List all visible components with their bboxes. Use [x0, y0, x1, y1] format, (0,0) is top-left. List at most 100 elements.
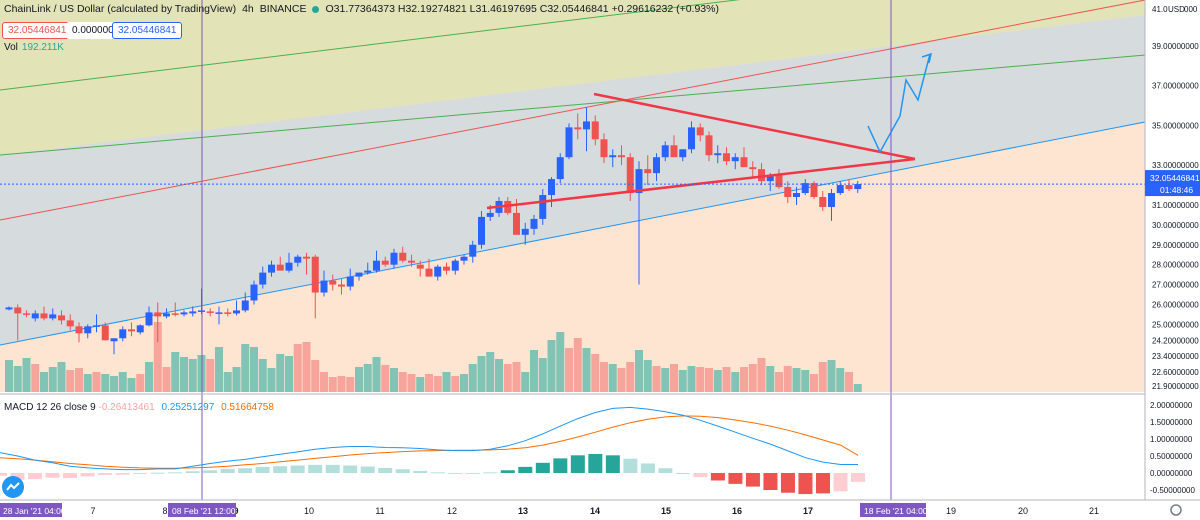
left-time-label: 28 Jan '21 04:00 [3, 506, 66, 516]
price-tick-top-label: 41.0 [1152, 5, 1168, 14]
time-axis-label: 20 [1018, 506, 1028, 516]
volume-bar [363, 364, 372, 392]
macd-hist-bar [28, 473, 43, 480]
candle-body [513, 212, 520, 235]
candle-body [679, 149, 687, 158]
macd-hist-bar [413, 470, 428, 473]
volume-bar [136, 374, 145, 392]
macd-legend: MACD 12 26 close 9 -0.26413461 0.2525129… [4, 402, 274, 413]
volume-bar [171, 352, 180, 392]
candle-body [801, 183, 809, 194]
cursor-time-label: 08 Feb '21 12:00 [172, 506, 236, 516]
candle-body [705, 135, 713, 156]
volume-bar [565, 348, 573, 392]
candle-body [539, 195, 547, 219]
sell-price-pill[interactable]: 32.05446841 [2, 22, 73, 39]
market-status-icon [312, 5, 320, 13]
price-tick-label: 24.20000000 [1152, 336, 1199, 345]
macd-hist-bar [693, 473, 708, 478]
buy-price-pill[interactable]: 32.05446841 [112, 22, 183, 39]
channel-mid-upper-line [0, 0, 741, 91]
candle-body [84, 326, 92, 334]
volume-bar [582, 348, 591, 392]
macd-tick-label: -0.50000000 [1150, 486, 1195, 495]
candle-body [740, 157, 748, 168]
last-price-tag [1145, 170, 1200, 197]
settings-gear-icon[interactable] [1170, 504, 1182, 516]
candle-body [171, 313, 179, 315]
volume-bar [346, 377, 355, 392]
candle-body [425, 268, 433, 277]
macd-hist-bar [780, 473, 795, 493]
macd-hist-bar [623, 458, 638, 473]
volume-legend: Vol 192.211K [4, 42, 64, 53]
candle-body [583, 121, 590, 130]
candle-body [268, 264, 275, 273]
volume-bar [530, 350, 538, 392]
price-tick-label: 25.00000000 [1152, 320, 1199, 329]
volume-bar [818, 362, 827, 392]
channel-bottom-line [0, 121, 1146, 346]
candle-body [320, 280, 328, 293]
volume-bar [766, 366, 775, 392]
volume-bar [223, 372, 232, 392]
candle-body [478, 216, 485, 245]
volume-bar [162, 367, 171, 392]
logo-glyph [6, 482, 20, 491]
candle-body [653, 157, 660, 174]
volume-bar [372, 357, 381, 392]
volume-bar [337, 376, 346, 392]
currency-label: USD [1168, 5, 1185, 14]
candle-body [556, 157, 564, 180]
time-axis-label: 8 [162, 506, 167, 516]
candle-body [31, 313, 39, 319]
volume-bar [556, 332, 565, 392]
symbol-name[interactable]: ChainLink / US Dollar (calculated by Tra… [4, 3, 237, 15]
volume-bar [153, 322, 162, 392]
channel-upper-fill [0, 0, 1145, 155]
volume-bar [512, 362, 521, 392]
volume-bar [75, 368, 83, 392]
volume-bar [285, 356, 293, 392]
volume-bar [678, 370, 687, 392]
macd-hist-bar [465, 473, 480, 474]
volume-bar [836, 368, 845, 392]
tradingview-logo-icon[interactable] [2, 476, 24, 498]
macd-hist-bar [815, 473, 830, 494]
candle-body [93, 325, 100, 327]
candle-body [58, 315, 65, 321]
price-tick-label: 23.40000000 [1152, 352, 1199, 361]
volume-bar [83, 374, 92, 392]
volume-bar [188, 359, 197, 392]
candle-body [600, 139, 608, 158]
candle-body [854, 184, 862, 190]
volume-bar [355, 367, 363, 392]
time-axis-label: 14 [590, 506, 600, 516]
candle-body [521, 228, 529, 235]
candle-body [145, 312, 153, 326]
candle-body [75, 326, 83, 334]
macd-hist-bar [500, 470, 515, 473]
volume-bar [381, 365, 390, 392]
volume-bar [547, 340, 556, 392]
candle-body [723, 153, 730, 162]
volume-bar [250, 347, 258, 392]
volume-bar [853, 384, 862, 392]
interval-label[interactable]: 4h [242, 3, 254, 15]
volume-bar [460, 374, 468, 392]
volume-bar [40, 372, 48, 392]
macd-hist-bar [851, 473, 865, 482]
channel-mid-lower-line [0, 54, 1146, 156]
macd-hist-bar [255, 466, 270, 473]
volume-bar [433, 376, 442, 392]
macd-hist-bar [133, 473, 148, 475]
candle-body [775, 175, 783, 188]
volume-bar [477, 356, 486, 392]
time-axis-label: 13 [518, 506, 528, 516]
macd-label[interactable]: MACD 12 26 close 9 [4, 402, 96, 413]
volume-bar [31, 364, 40, 392]
volume-bar [713, 370, 722, 392]
time-axis-label: 11 [375, 506, 384, 516]
